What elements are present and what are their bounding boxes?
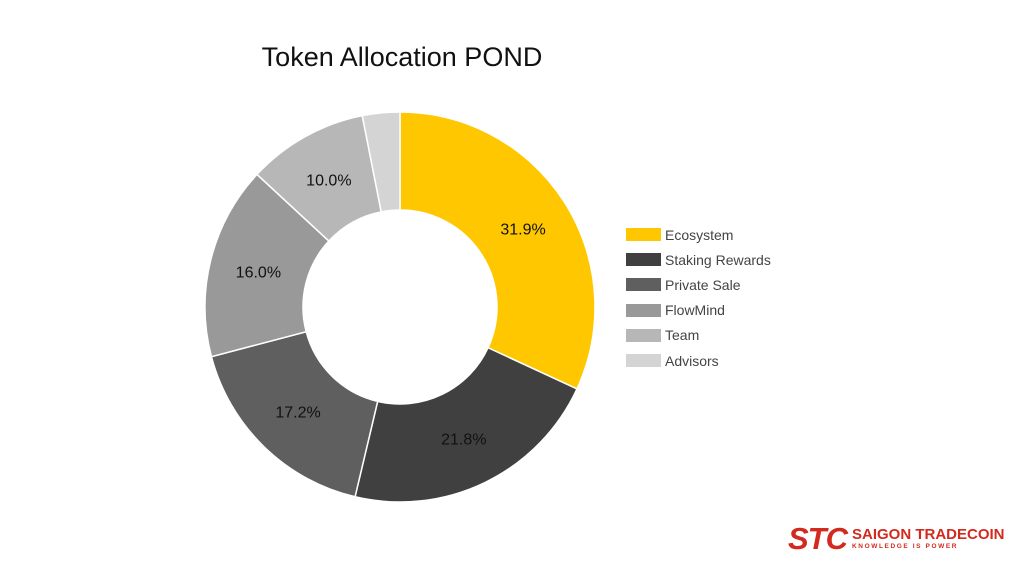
legend-swatch <box>626 303 661 317</box>
legend-swatch <box>626 278 661 292</box>
legend-swatch <box>626 354 661 368</box>
logo-tagline: KNOWLEDGE IS POWER <box>852 543 959 550</box>
logo-name: SAIGON TRADECOIN <box>852 526 1005 543</box>
slice-label-private-sale: 17.2% <box>275 405 320 422</box>
legend-label: Ecosystem <box>665 226 734 243</box>
chart-title: Token Allocation POND <box>261 42 543 72</box>
slice-label-team: 10.0% <box>306 173 351 190</box>
legend-item-team: Team <box>626 323 771 348</box>
legend-item-flowmind: FlowMind <box>626 298 771 323</box>
logo-mark: STC <box>788 521 848 556</box>
slice-ecosystem <box>399 111 596 390</box>
chart-legend: Ecosystem Staking Rewards Private Sale Flow… <box>626 222 771 373</box>
legend-item-advisors: Advisors <box>626 348 771 373</box>
legend-label: Private Sale <box>665 276 741 293</box>
legend-swatch <box>626 228 661 242</box>
legend-item-staking-rewards: Staking Rewards <box>626 247 771 272</box>
slice-label-flowmind: 16.0% <box>236 265 281 282</box>
slice-label-staking-rewards: 21.8% <box>441 431 486 448</box>
slice-flowmind <box>204 173 330 358</box>
slice-staking-rewards <box>354 346 578 503</box>
legend-label: Advisors <box>665 352 719 369</box>
slice-label-ecosystem: 31.9% <box>500 221 545 238</box>
legend-label: Staking Rewards <box>665 251 771 268</box>
legend-item-private-sale: Private Sale <box>626 272 771 297</box>
legend-item-ecosystem: Ecosystem <box>626 222 771 247</box>
legend-swatch <box>626 253 661 267</box>
legend-swatch <box>626 328 661 342</box>
legend-label: FlowMind <box>665 302 725 319</box>
brand-logo: STC SAIGON TRADECOIN KNOWLEDGE IS POWER <box>788 523 1005 555</box>
slice-private-sale <box>210 330 379 498</box>
legend-label: Team <box>665 327 700 344</box>
slice-advisors <box>361 111 401 213</box>
